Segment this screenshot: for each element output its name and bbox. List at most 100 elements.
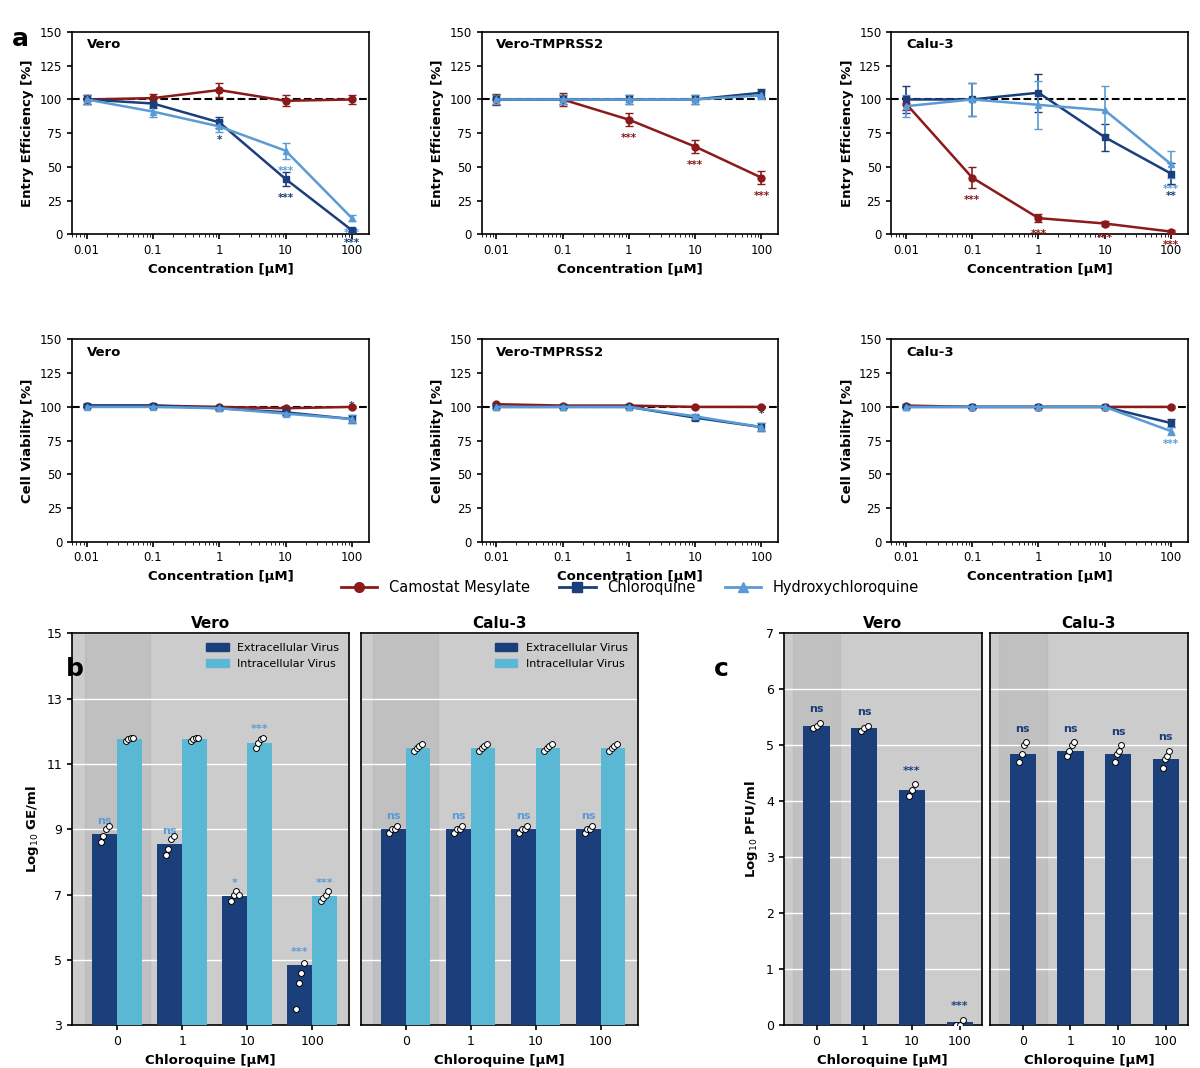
Point [810, 714, 829, 732]
Text: ***: *** [964, 195, 980, 205]
Point [121, 729, 140, 747]
Text: Calu-3: Calu-3 [906, 38, 954, 51]
Bar [998, 633, 1046, 1025]
Bar [118, 739, 142, 1068]
Point [1105, 754, 1124, 771]
Text: ***: *** [292, 946, 308, 957]
Y-axis label: Log$_{10}$ GE/ml: Log$_{10}$ GE/ml [24, 785, 41, 874]
Point [294, 955, 313, 972]
Point [577, 820, 596, 837]
Point [899, 787, 918, 804]
Point [538, 739, 557, 756]
Text: ***: *** [344, 227, 360, 237]
Point [162, 831, 181, 848]
Point [1014, 737, 1033, 754]
Point [580, 820, 599, 837]
Text: ***: *** [754, 191, 769, 201]
Point [158, 841, 178, 858]
Point [469, 742, 488, 759]
Y-axis label: Cell Viability [%]: Cell Viability [%] [840, 378, 853, 503]
Title: Vero: Vero [863, 615, 902, 630]
Bar [92, 834, 118, 1068]
Point [1057, 748, 1076, 765]
Point [164, 828, 184, 845]
Text: a: a [12, 27, 29, 50]
Point [100, 817, 119, 834]
Bar [899, 790, 925, 1025]
Point [602, 739, 622, 756]
Text: c: c [714, 657, 728, 680]
Y-axis label: Cell Viability [%]: Cell Viability [%] [22, 378, 35, 503]
Text: ***: *** [277, 192, 294, 203]
Point [512, 820, 532, 837]
Point [227, 883, 246, 900]
Point [906, 775, 925, 792]
Point [1153, 759, 1172, 776]
Point [251, 731, 270, 748]
Bar [947, 1022, 973, 1025]
Point [156, 847, 175, 864]
Text: **: ** [1165, 191, 1176, 201]
Point [319, 883, 338, 900]
Point [804, 720, 823, 737]
Text: ns: ns [581, 811, 595, 821]
Bar [85, 633, 150, 1025]
Text: *: * [758, 409, 764, 419]
Bar [1105, 754, 1132, 1025]
Point [475, 737, 494, 754]
Point [1012, 745, 1031, 763]
Point [806, 717, 826, 734]
Y-axis label: Log$_{10}$ PFU/ml: Log$_{10}$ PFU/ml [743, 781, 761, 878]
Bar [1057, 751, 1084, 1025]
Point [246, 739, 265, 756]
Point [380, 824, 400, 842]
Text: Vero-TMPRSS2: Vero-TMPRSS2 [497, 346, 605, 359]
Point [229, 886, 248, 904]
Text: *: * [349, 400, 354, 411]
Point [254, 729, 274, 747]
Text: ***: *** [1097, 233, 1112, 242]
Text: ***: *** [688, 160, 703, 170]
Point [1110, 742, 1129, 759]
Text: ns: ns [1111, 727, 1126, 737]
Text: ns: ns [1015, 724, 1030, 734]
Bar [157, 844, 182, 1068]
Point [383, 820, 402, 837]
Bar [601, 748, 625, 1068]
Point [96, 820, 115, 837]
Bar [470, 748, 496, 1068]
Bar [382, 829, 406, 1068]
Point [409, 737, 428, 754]
Point [540, 737, 559, 754]
Point [181, 733, 200, 750]
Text: ***: *** [1031, 229, 1046, 239]
Point [1016, 734, 1036, 751]
Point [535, 742, 554, 759]
Point [575, 824, 594, 842]
Bar [511, 829, 535, 1068]
Bar [182, 739, 206, 1068]
Point [583, 817, 602, 834]
Bar [312, 896, 337, 1068]
Point [221, 893, 240, 910]
Point [445, 824, 464, 842]
Point [542, 736, 562, 753]
Bar [1009, 754, 1036, 1025]
Point [954, 1011, 973, 1028]
Y-axis label: Entry Efficiency [%]: Entry Efficiency [%] [431, 60, 444, 207]
Point [1156, 751, 1175, 768]
Text: ***: *** [620, 134, 637, 143]
Bar [793, 633, 840, 1025]
X-axis label: Concentration [μM]: Concentration [μM] [967, 263, 1112, 276]
Point [388, 817, 407, 834]
Point [186, 729, 205, 747]
Point [413, 736, 432, 753]
Text: ***: *** [1163, 185, 1180, 194]
Legend: Extracellular Virus, Intracellular Virus: Extracellular Virus, Intracellular Virus [202, 639, 344, 673]
Point [1009, 754, 1028, 771]
Bar [851, 728, 877, 1025]
Point [947, 1017, 966, 1034]
Text: ***: *** [316, 878, 334, 889]
Y-axis label: Entry Efficiency [%]: Entry Efficiency [%] [22, 60, 35, 207]
Text: Calu-3: Calu-3 [906, 346, 954, 359]
